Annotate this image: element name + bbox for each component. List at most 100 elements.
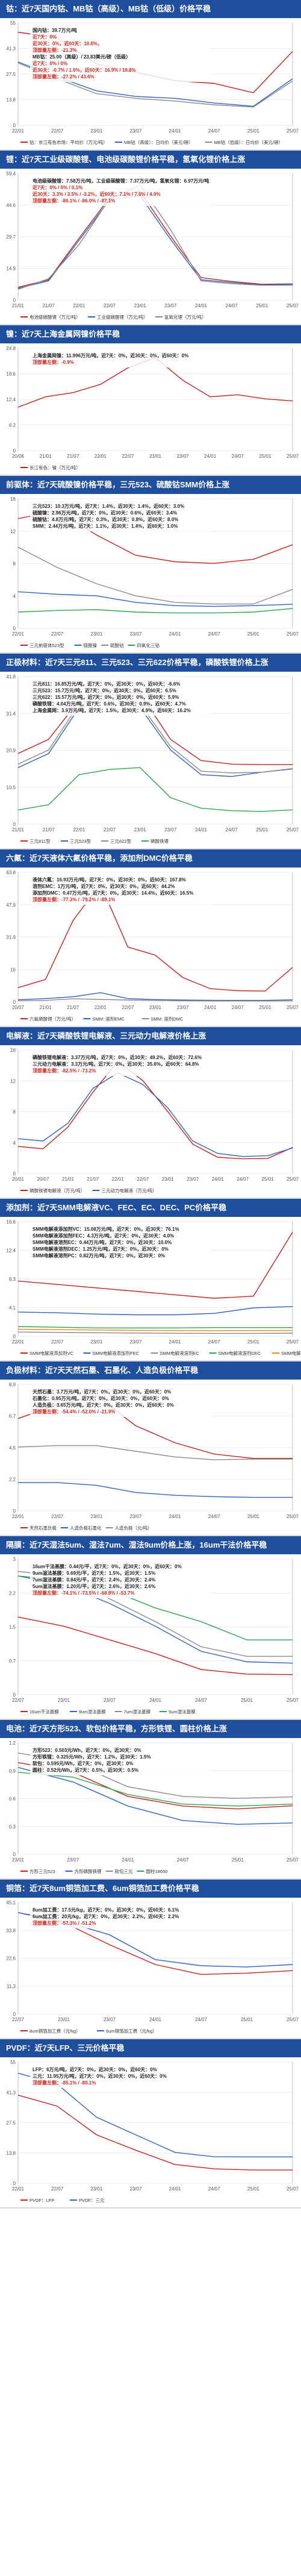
legend-label: 人造负极（元/吨） bbox=[115, 1525, 152, 1531]
legend-label: PVDF：三元 bbox=[79, 2198, 105, 2203]
x-tick-label: 22/07 bbox=[51, 1514, 64, 1519]
y-tick-label: 6.7 bbox=[9, 1414, 16, 1419]
annotation-line: 方形铁锂：0.325元/Wh，近7天：1.2%，近30天：1.5% bbox=[33, 1754, 151, 1760]
x-tick-label: 23/01 bbox=[134, 827, 147, 833]
series-line-1 bbox=[17, 1072, 293, 1157]
chart-lipf6: 0 16 31.9 47.9 63.8 20/07 21/01 21/07 22/01 22/07… bbox=[0, 868, 301, 1026]
section-nickel: 镍：近7天上海金属网镍价格平稳 0 6.2 12.4 18.6 24.8 20/06 21/… bbox=[0, 325, 301, 476]
section-title: 镍：近7天上海金属网镍价格平稳 bbox=[0, 325, 301, 343]
y-tick-label: 16 bbox=[10, 496, 16, 502]
annotation-line: 顶部量左侧：-21.3% bbox=[33, 47, 76, 53]
annotation-line: 软包：0.595元/Wh，近7天：0%，近30天：0% bbox=[33, 1760, 133, 1766]
y-tick-label: 16 bbox=[10, 1048, 16, 1053]
x-tick-label: 21/01 bbox=[40, 1005, 52, 1010]
section-precursor: 前驱体：近7天硫酸镍价格平稳，三元523、硫酸钴SMM价格上涨 0 4 8 12 16 2… bbox=[0, 476, 301, 654]
legend-label: SMM: 溶剂EMC bbox=[93, 1016, 125, 1022]
x-tick-label: 23/07 bbox=[187, 1177, 199, 1182]
series-line-2 bbox=[17, 184, 293, 290]
y-tick-label: 4 bbox=[13, 593, 16, 599]
annotation-line: 近30天：0%，近60天：10.6%， bbox=[33, 40, 102, 46]
legend-label: 六氟磷酸锂（万元/吨） bbox=[29, 1016, 76, 1022]
y-tick-label: 0 bbox=[13, 822, 16, 827]
chart-cobalt: 0 13.8 27.5 41.3 55 22/01 22/07 23/01 23/07 24/01… bbox=[0, 18, 301, 149]
section-title: 正极材料：近7天三元811、三元523、三元622价格平稳，磷酸铁锂价格上涨 bbox=[0, 654, 301, 672]
section-cathode: 正极材料：近7天三元811、三元523、三元622价格平稳，磷酸铁锂价格上涨 0… bbox=[0, 654, 301, 849]
y-tick-label: 6.2 bbox=[9, 423, 16, 428]
annotation-line: 三元523：10.3万元/吨，近7天：1.4%，近30天：1.4%，近60天：3… bbox=[33, 503, 184, 509]
annotation-line: SMM：2.44万元/吨，近7天：1.1%，近30天：1.4%，近60天：1.0… bbox=[33, 523, 178, 529]
series-line-1 bbox=[17, 992, 293, 1001]
section-copper-foil: 铜箔：近7天8um铜箔加工费、6um铜箔加工费价格平稳 0 11.3 22.6 33.… bbox=[0, 1880, 301, 2039]
chart-copper: 0 11.3 22.6 33.8 45.1 22/07 23/01 23/07 24/01 24/… bbox=[0, 1898, 301, 2038]
y-tick-label: 22.6 bbox=[6, 1956, 16, 1962]
annotation-line: 16um干法基膜：0.44元/平，近7天：0%，近30天：0%，近60天：0% bbox=[33, 1563, 182, 1569]
y-tick-label: 4 bbox=[13, 1140, 16, 1146]
series-line-3 bbox=[17, 1772, 293, 1807]
y-tick-label: 55 bbox=[10, 20, 16, 26]
y-tick-label: 0.3 bbox=[9, 1824, 16, 1830]
legend-label: 硫酸镍 bbox=[84, 642, 98, 648]
annotation-line: 顶部量左侧：-27.2% / 43.6% bbox=[33, 73, 95, 80]
section-title: 负极材料：近7天天然石墨、石墨化、人造负极价格平稳 bbox=[0, 1361, 301, 1380]
x-tick-label: 24/01 bbox=[195, 827, 208, 833]
series-line-0 bbox=[17, 1616, 293, 1675]
x-tick-label: 24/01 bbox=[149, 2017, 162, 2022]
y-tick-label: 0 bbox=[13, 999, 16, 1005]
x-tick-label: 21/01 bbox=[62, 1177, 75, 1182]
section-lithium: 锂：近7天工业级碳酸锂、电池级碳酸锂价格平稳，氢氧化锂价格上涨 0 14.9 29.… bbox=[0, 151, 301, 325]
x-tick-label: 20/06 bbox=[12, 454, 25, 459]
x-tick-label: 25/07 bbox=[287, 128, 299, 134]
section-title: PVDF：近7天LFP、三元价格平稳 bbox=[0, 2039, 301, 2057]
legend-label: 磷酸铁锂 bbox=[150, 838, 169, 844]
x-tick-label: 21/07 bbox=[67, 454, 79, 459]
x-tick-label: 23/01 bbox=[90, 1339, 103, 1345]
y-tick-label: 0 bbox=[13, 1852, 16, 1857]
y-tick-label: 33.8 bbox=[6, 1928, 16, 1933]
x-tick-label: 24/01 bbox=[169, 1514, 182, 1519]
legend-label: 方形磷酸铁锂 bbox=[75, 1868, 102, 1874]
annotation-box bbox=[30, 501, 211, 531]
x-tick-label: 21/07 bbox=[43, 303, 55, 308]
x-tick-label: 25/07 bbox=[287, 631, 299, 637]
annotation-line: 顶部量左侧：-57.3% / -51.2% bbox=[33, 1920, 96, 1926]
section-title: 电解液：近7天磷酸铁锂电解液、三元动力电解液价格上涨 bbox=[0, 1027, 301, 1045]
x-tick-label: 22/07 bbox=[51, 1339, 64, 1345]
legend-label: 氢氧化锂（万元/吨） bbox=[164, 314, 206, 320]
x-tick-label: 22/07 bbox=[51, 2186, 64, 2192]
y-tick-label: 41.3 bbox=[6, 2090, 16, 2095]
x-tick-label: 24/01 bbox=[169, 1339, 182, 1345]
y-tick-label: 27.5 bbox=[6, 2121, 16, 2126]
annotation-line: 三元811：16.85万元/吨，近7天：0%，近30天：0%，近60天：-6.6… bbox=[33, 681, 180, 687]
chart-svg-precursor: 0 4 8 12 16 22/01 22/07 23/01 23/07 24/01 24/07 25/… bbox=[10, 496, 299, 648]
y-tick-label: 16 bbox=[10, 967, 16, 972]
legend-label: 磷酸铁锂电解液（万元/吨） bbox=[29, 1187, 85, 1193]
x-tick-label: 22/01 bbox=[12, 1514, 25, 1519]
annotation-line: 顶部量左侧：-82.5% / -73.2% bbox=[33, 1068, 96, 1074]
x-tick-label: 23/01 bbox=[90, 631, 103, 637]
section-cell: 电池：近7天方形523、软包价格平稳，方形铁锂、圆柱价格上涨 0 0.3 0.6 0.… bbox=[0, 1720, 301, 1880]
annotation-line: 5um湿法基膜：1.20元/平，近7天：2.6%，近30天：2.6% bbox=[33, 1583, 155, 1589]
chart-svg-separator: 0 0.7 1.5 2.2 3 22/07 23/01 23/07 24/01 24/07 25/0… bbox=[9, 1557, 299, 1715]
legend-label: 三元811型 bbox=[29, 839, 51, 844]
x-tick-label: 22/01 bbox=[112, 1177, 125, 1182]
y-tick-label: 14.9 bbox=[6, 266, 16, 272]
x-tick-label: 25/01 bbox=[262, 1177, 275, 1182]
annotation-line: 顶部量左侧：-77.3% / -79.2% / -89.1% bbox=[33, 896, 115, 902]
y-tick-label: 8.3 bbox=[9, 1277, 16, 1282]
annotation-box bbox=[30, 176, 211, 206]
annotation-line: 近30天：3.3% / 3.5% / -3.2%，近60天：7.1% / 7.6… bbox=[33, 191, 161, 197]
y-tick-label: 16.6 bbox=[6, 1219, 16, 1225]
series-line-3 bbox=[17, 767, 293, 812]
x-tick-label: 24/01 bbox=[169, 2186, 182, 2192]
series-line-2 bbox=[17, 1331, 293, 1334]
y-tick-label: 1.2 bbox=[9, 1740, 16, 1746]
y-tick-label: 45.1 bbox=[6, 1900, 16, 1905]
x-tick-label: 21/01 bbox=[12, 827, 25, 833]
x-tick-label: 25/01 bbox=[247, 128, 260, 134]
x-tick-label: 23/01 bbox=[12, 1857, 25, 1863]
x-tick-label: 22/01 bbox=[73, 303, 85, 308]
y-tick-label: 41.3 bbox=[6, 46, 16, 52]
x-tick-label: 24/07 bbox=[208, 1339, 221, 1345]
x-tick-label: 22/07 bbox=[104, 303, 116, 308]
y-tick-label: 44.6 bbox=[6, 203, 16, 208]
